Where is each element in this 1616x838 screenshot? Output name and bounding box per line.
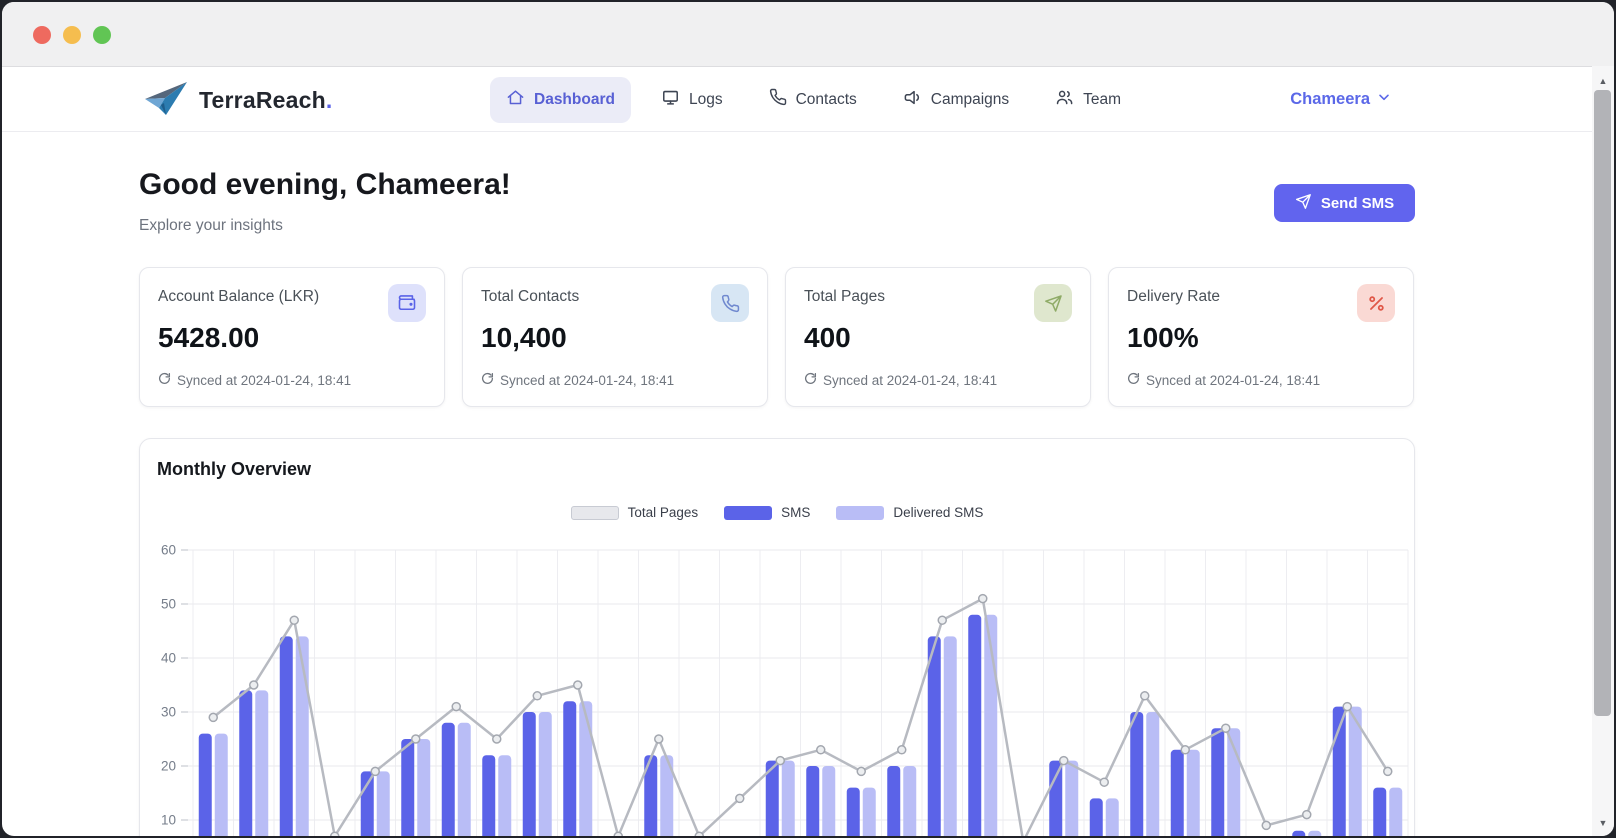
chart-title: Monthly Overview (157, 459, 312, 479)
phone-icon (769, 88, 787, 111)
legend-label: SMS (781, 505, 811, 520)
brand-name: TerraReach. (199, 87, 333, 113)
stat-card-delivery-rate: Delivery Rate 100% Synced at 2024-01-24,… (1108, 267, 1414, 407)
svg-text:30: 30 (161, 705, 176, 720)
scroll-down-arrow[interactable]: ▼ (1598, 818, 1608, 828)
vertical-scrollbar[interactable]: ▲ ▼ (1592, 66, 1614, 836)
paper-plane-logo-icon (139, 77, 191, 124)
stat-sync-text: Synced at 2024-01-24, 18:41 (177, 372, 352, 388)
refresh-icon (804, 372, 817, 388)
stat-sync-text: Synced at 2024-01-24, 18:41 (500, 372, 675, 388)
phone-icon (711, 284, 749, 322)
nav-item-team[interactable]: Team (1039, 77, 1137, 123)
page-title: Good evening, Chameera! (139, 168, 511, 201)
megaphone-icon (903, 88, 922, 112)
stat-value: 5428.00 (158, 322, 260, 353)
legend-label: Total Pages (627, 505, 699, 520)
send-sms-label: Send SMS (1320, 194, 1395, 212)
nav-label: Campaigns (930, 90, 1010, 108)
stat-title: Total Contacts (481, 288, 580, 305)
stat-value: 400 (804, 322, 851, 353)
legend-swatch-total-pages (570, 505, 619, 520)
brand-logo[interactable]: TerraReach. (139, 77, 332, 124)
stat-title: Delivery Rate (1127, 288, 1221, 305)
stat-title: Account Balance (LKR) (158, 288, 320, 305)
maximize-window-button[interactable] (93, 26, 111, 44)
close-window-button[interactable] (33, 26, 51, 44)
stat-sync-text: Synced at 2024-01-24, 18:41 (823, 372, 998, 388)
stat-card-total-pages: Total Pages 400 Synced at 2024-01-24, 18… (785, 267, 1091, 407)
stat-sync-text: Synced at 2024-01-24, 18:41 (1146, 372, 1321, 388)
wallet-icon (388, 284, 426, 322)
stat-sync: Synced at 2024-01-24, 18:41 (158, 372, 351, 388)
refresh-icon (481, 372, 494, 388)
window-titlebar (2, 2, 1614, 67)
percent-icon (1357, 284, 1395, 322)
send-icon (1034, 284, 1072, 322)
monthly-overview-card: Monthly Overview Total Pages SMS Deliver… (139, 438, 1415, 836)
svg-text:50: 50 (161, 597, 176, 612)
monitor-icon (661, 88, 680, 112)
navbar: TerraReach. Dashboard Logs Contacts (2, 67, 1614, 132)
stat-sync: Synced at 2024-01-24, 18:41 (1127, 372, 1320, 388)
nav-item-campaigns[interactable]: Campaigns (887, 77, 1025, 123)
legend-swatch-sms (724, 505, 773, 520)
main-nav: Dashboard Logs Contacts Campaigns (490, 76, 1137, 123)
scroll-up-arrow[interactable]: ▲ (1598, 76, 1608, 86)
brand-dot: . (325, 87, 333, 113)
chevron-down-icon (1376, 89, 1392, 110)
svg-text:40: 40 (161, 651, 176, 666)
stat-sync: Synced at 2024-01-24, 18:41 (804, 372, 997, 388)
nav-item-logs[interactable]: Logs (645, 77, 739, 123)
stat-card-total-contacts: Total Contacts 10,400 Synced at 2024-01-… (462, 267, 768, 407)
svg-text:20: 20 (161, 759, 176, 774)
stat-title: Total Pages (804, 288, 885, 305)
legend-item-delivered-sms: Delivered SMS (836, 505, 983, 520)
nav-label: Contacts (795, 90, 857, 108)
nav-label: Logs (688, 90, 723, 108)
minimize-window-button[interactable] (63, 26, 81, 44)
user-name: Chameera (1290, 90, 1370, 108)
nav-label: Dashboard (534, 90, 615, 108)
nav-item-dashboard[interactable]: Dashboard (490, 76, 631, 123)
page-subtitle: Explore your insights (139, 217, 283, 234)
legend-label: Delivered SMS (893, 505, 984, 520)
chart-legend: Total Pages SMS Delivered SMS (140, 505, 1414, 520)
stat-value: 100% (1127, 322, 1199, 353)
users-icon (1055, 88, 1074, 112)
refresh-icon (1127, 372, 1140, 388)
svg-text:10: 10 (161, 813, 176, 828)
nav-item-contacts[interactable]: Contacts (753, 77, 873, 122)
user-menu[interactable]: Chameera (1290, 89, 1392, 110)
legend-item-sms: SMS (724, 505, 810, 520)
scrollbar-thumb[interactable] (1594, 90, 1611, 716)
monthly-overview-chart: 10 20 30 40 50 60 (161, 543, 1409, 836)
svg-text:60: 60 (161, 543, 176, 558)
stat-card-account-balance: Account Balance (LKR) 5428.00 Synced at … (139, 267, 445, 407)
send-icon (1295, 193, 1312, 214)
nav-label: Team (1083, 90, 1122, 108)
stat-sync: Synced at 2024-01-24, 18:41 (481, 372, 674, 388)
legend-swatch-delivered-sms (836, 505, 885, 520)
home-icon (506, 88, 525, 112)
send-sms-button[interactable]: Send SMS (1274, 184, 1415, 222)
legend-item-total-pages: Total Pages (570, 505, 699, 520)
refresh-icon (158, 372, 171, 388)
stat-value: 10,400 (481, 322, 567, 353)
